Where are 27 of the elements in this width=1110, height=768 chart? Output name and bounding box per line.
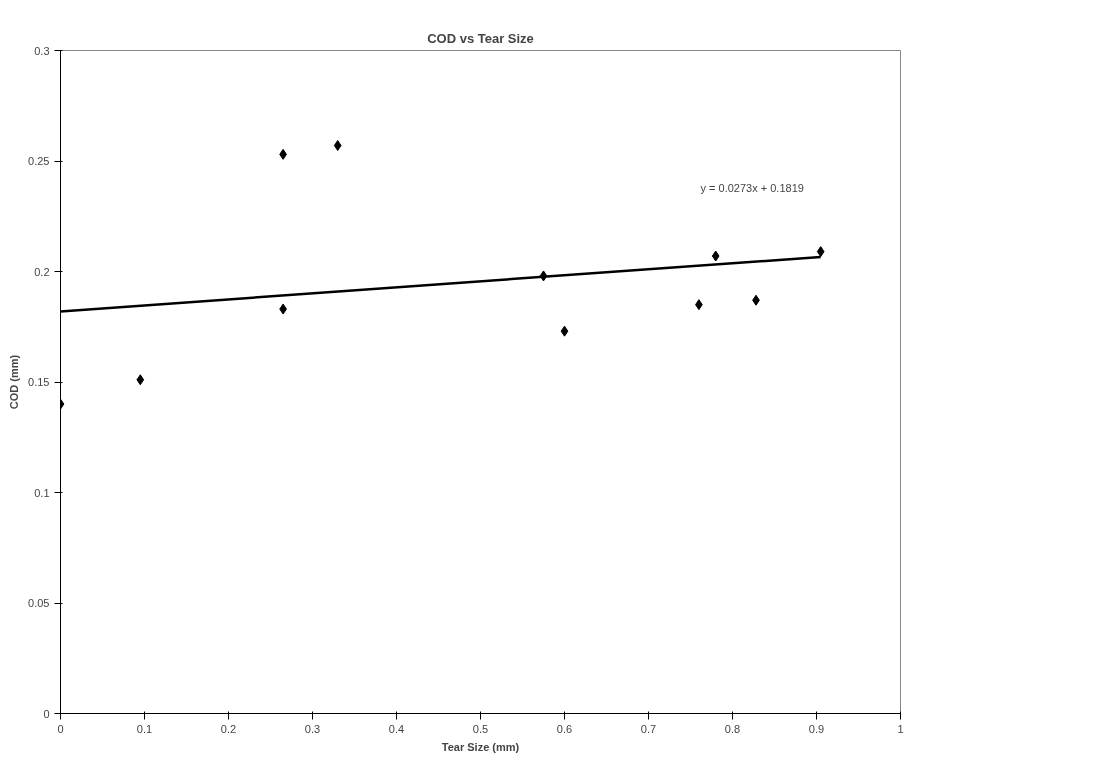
- x-tick-label: 0.6: [556, 722, 573, 735]
- point: [136, 374, 145, 386]
- x-tick-label: 0.7: [640, 722, 657, 735]
- annotation: y = 0.0273x + 0.1819: [700, 181, 804, 194]
- x-tick-label: 0.9: [808, 722, 825, 735]
- point: [560, 325, 569, 337]
- x-tick-label: 0.2: [220, 722, 237, 735]
- x-tick-label: 0.3: [304, 722, 321, 735]
- x-tick-label: 0.5: [472, 722, 489, 735]
- x-axis-title: Tear Size (mm): [441, 740, 520, 753]
- x-tick-label: 1: [897, 722, 904, 735]
- y-tick-label: 0.1: [34, 486, 50, 499]
- x-tick-label: 0: [57, 722, 64, 735]
- y-tick-label: 0: [43, 707, 50, 720]
- y-tick-label: 0.05: [28, 597, 50, 609]
- point: [711, 250, 720, 262]
- y-tick-label: 0.25: [28, 155, 50, 167]
- chart-title: COD vs Tear Size: [427, 30, 534, 46]
- y-tick-label: 0.15: [28, 376, 50, 388]
- y-tick-label: 0.2: [34, 265, 50, 278]
- y-tick-label: 0.3: [34, 44, 50, 57]
- x-tick-label: 0.8: [724, 722, 741, 735]
- x-tick-label: 0.1: [136, 722, 153, 735]
- y-axis-title: COD (mm): [8, 354, 21, 410]
- point: [333, 140, 342, 152]
- x-tick-label: 0.4: [388, 722, 405, 735]
- point: [816, 246, 825, 258]
